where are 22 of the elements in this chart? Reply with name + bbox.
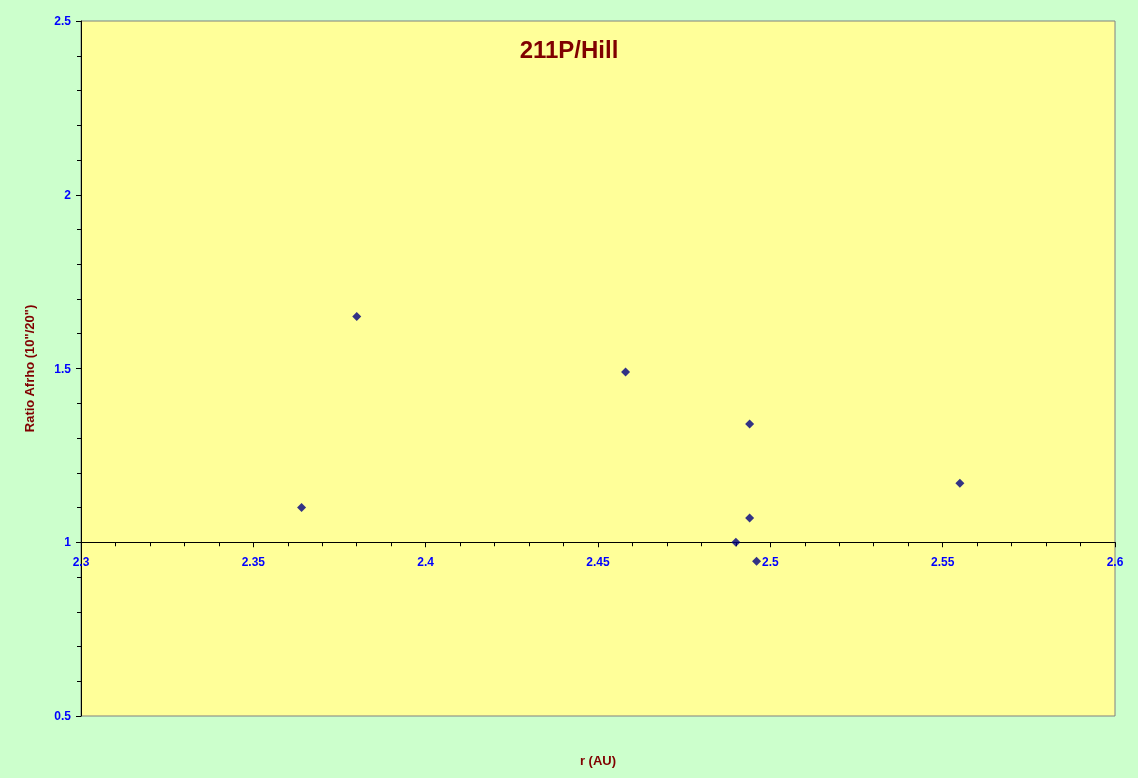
point xyxy=(752,556,762,566)
x-tick-label: 2.45 xyxy=(586,555,610,570)
y-tick-label: 0.5 xyxy=(54,709,72,723)
x-tick-label: 2.35 xyxy=(241,555,266,570)
point xyxy=(955,478,965,488)
y-tick-label: 2 xyxy=(64,187,72,202)
x-tick-label: 2.5 xyxy=(761,555,779,570)
y-tick-label: 1.5 xyxy=(54,361,72,376)
point xyxy=(621,367,631,377)
point xyxy=(745,419,755,429)
x-axis-title: r (AU) xyxy=(579,753,617,768)
x-tick-label: 2.4 xyxy=(417,555,435,570)
point xyxy=(297,503,307,512)
text: 211P/Hill xyxy=(519,35,619,63)
point xyxy=(731,537,741,547)
point xyxy=(745,513,755,523)
x-tick-label: 2.6 xyxy=(1106,555,1124,570)
point xyxy=(352,311,362,321)
y-tick-label: 1 xyxy=(64,535,72,550)
y-axis-title: Ratio Afrho (10"/20") xyxy=(22,304,37,433)
y-tick-label: 2.5 xyxy=(54,14,72,28)
x-tick-label: 2.55 xyxy=(930,555,955,570)
